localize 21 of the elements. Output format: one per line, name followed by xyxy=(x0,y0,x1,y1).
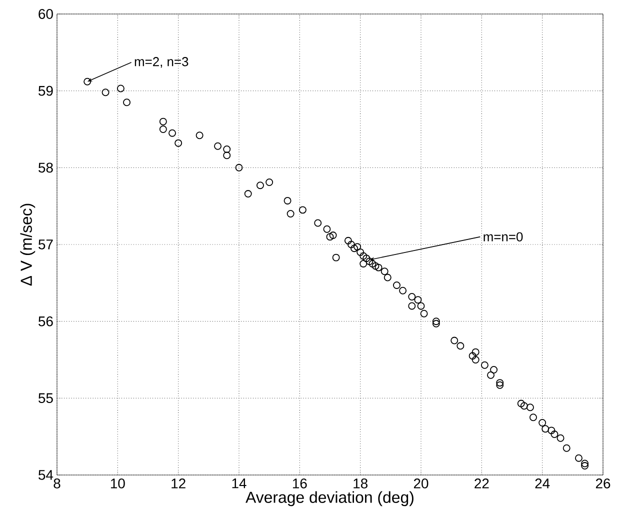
y-tick-label: 60 xyxy=(38,9,53,19)
x-tick-label: 12 xyxy=(172,478,186,488)
x-tick-label: 20 xyxy=(414,478,428,488)
y-tick-label: 58 xyxy=(38,162,53,173)
annotation: m=n=0 xyxy=(484,232,523,242)
x-tick-label: 24 xyxy=(535,478,550,488)
annotation: m=2, n=3 xyxy=(134,57,188,68)
x-tick-label: 14 xyxy=(232,478,246,488)
x-tick-label: 26 xyxy=(596,478,610,488)
x-tick-label: 22 xyxy=(474,478,489,488)
x-axis-title: Average deviation (deg) xyxy=(246,491,414,506)
x-tick-label: 18 xyxy=(354,478,368,488)
y-tick-label: 54 xyxy=(38,470,54,480)
x-tick-label: 10 xyxy=(110,478,125,488)
x-tick-label: 16 xyxy=(292,478,307,488)
y-tick-label: 55 xyxy=(38,393,53,404)
x-tick-label: 8 xyxy=(54,478,60,488)
y-tick-label: 56 xyxy=(38,316,53,326)
y-tick-label: 59 xyxy=(38,86,53,96)
y-tick-label: 57 xyxy=(38,240,53,250)
y-axis-title: Δ V (m/sec) xyxy=(20,204,36,286)
